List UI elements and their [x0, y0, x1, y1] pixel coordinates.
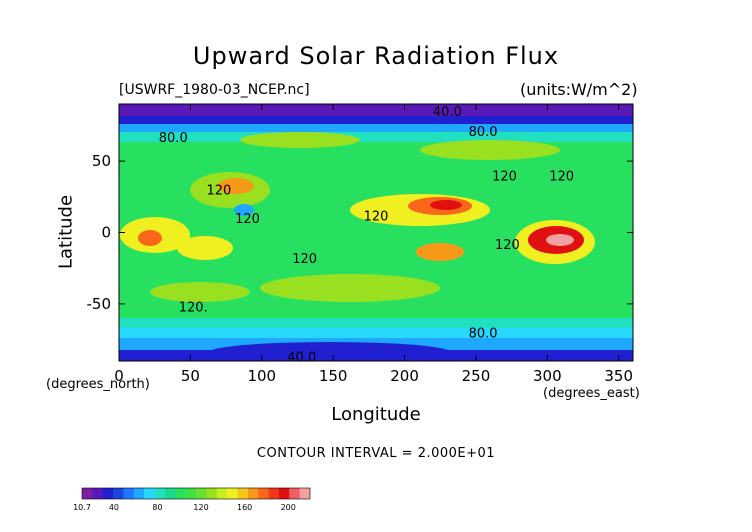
x-tick-label: 350	[604, 367, 633, 385]
band-south-mid	[119, 318, 633, 328]
region-south-america-core	[546, 234, 574, 246]
colorbar-swatch	[237, 488, 249, 499]
colorbar-swatch	[92, 488, 104, 499]
x-axis-ticks: 0 50 100 150 200 250 300 350	[114, 104, 633, 385]
contour-label: 120	[235, 212, 260, 227]
region-africa-high	[177, 236, 233, 260]
colorbar-swatch	[299, 488, 311, 499]
colorbar-tick-label: 160	[237, 503, 252, 512]
x-tick-label: 250	[462, 367, 491, 385]
x-tick-label: 100	[247, 367, 276, 385]
contour-label: 120	[492, 169, 517, 184]
colorbar-swatch	[154, 488, 166, 499]
x-axis-label: Longitude	[331, 404, 421, 425]
colorbar-swatch	[206, 488, 218, 499]
contour-label: 120	[364, 209, 389, 224]
region-asia-peak	[218, 178, 254, 194]
x-tick-label: 0	[114, 367, 124, 385]
contour-label: 80.0	[159, 131, 188, 146]
contour-label: 40.0	[433, 105, 462, 120]
y-tick-label: 50	[92, 152, 111, 170]
chart-title: Upward Solar Radiation Flux	[192, 42, 560, 70]
contour-interval-label: CONTOUR INTERVAL = 2.000E+01	[256, 446, 496, 461]
region-antarctic-low	[210, 342, 450, 361]
x-tick-label: 50	[181, 367, 200, 385]
colorbar-swatch	[278, 488, 290, 499]
region-north-high-2	[420, 140, 560, 160]
colorbar-tick-label: 10.7	[73, 503, 91, 512]
contour-label: 80.0	[469, 125, 498, 140]
contour-label: 120	[292, 252, 317, 267]
region-south-band	[260, 274, 440, 302]
region-tropical-core	[430, 200, 462, 210]
colorbar-swatch	[164, 488, 176, 499]
region-indian-high	[416, 243, 464, 261]
region-north-high	[240, 132, 360, 148]
x-unit-label: (degrees_east)	[543, 386, 640, 401]
contour-label: 120	[207, 184, 232, 199]
region-south-band-2	[150, 282, 250, 302]
colorbar-swatch	[123, 488, 135, 499]
colorbar-swatch	[133, 488, 145, 499]
contour-label: 120	[549, 169, 574, 184]
region-atlantic-peak	[138, 230, 162, 246]
colorbar-swatch	[289, 488, 300, 499]
x-tick-label: 200	[390, 367, 419, 385]
colorbar-swatch	[196, 488, 207, 499]
colorbar-tick-label: 200	[281, 503, 296, 512]
x-tick-label: 150	[319, 367, 348, 385]
file-label: [USWRF_1980-03_NCEP.nc]	[119, 82, 310, 98]
colorbar-swatch	[82, 488, 93, 499]
contour-label: 80.0	[469, 326, 498, 341]
colorbar-tick-label: 40	[109, 503, 119, 512]
region-asia-low	[234, 204, 254, 216]
colorbar-swatch	[227, 488, 238, 499]
colorbar-swatch	[175, 488, 186, 499]
y-tick-label: 0	[101, 224, 111, 242]
colorbar-frame	[81, 487, 311, 500]
y-axis-ticks: -50 0 50	[87, 152, 633, 313]
band-north-deep	[119, 116, 633, 124]
colorbar-tick-label: 120	[193, 503, 208, 512]
y-unit-label: (degrees_north)	[46, 377, 150, 392]
colorbar-swatch	[247, 488, 259, 499]
band-south-low	[119, 328, 633, 338]
contour-label: 120	[495, 238, 520, 253]
x-tick-label: 300	[533, 367, 562, 385]
heatmap-plot-area	[119, 104, 633, 361]
colorbar-tick-label: 80	[152, 503, 162, 512]
colorbar-swatch	[144, 488, 155, 499]
units-label: (units:W/m^2)	[520, 80, 638, 99]
colorbar: 10.7 40 80 120 160 200	[73, 487, 311, 512]
colorbar-swatch	[185, 488, 197, 499]
y-tick-label: -50	[87, 295, 112, 313]
colorbar-swatch	[268, 488, 280, 499]
colorbar-swatch	[102, 488, 114, 499]
band-north-pole	[119, 104, 633, 116]
colorbar-swatch	[258, 488, 269, 499]
contour-label: 120.	[179, 301, 208, 316]
band-north-low	[119, 124, 633, 132]
colorbar-swatch	[216, 488, 228, 499]
contour-label: 40.0	[287, 351, 316, 366]
colorbar-swatch	[113, 488, 124, 499]
band-north-mid	[119, 132, 633, 142]
